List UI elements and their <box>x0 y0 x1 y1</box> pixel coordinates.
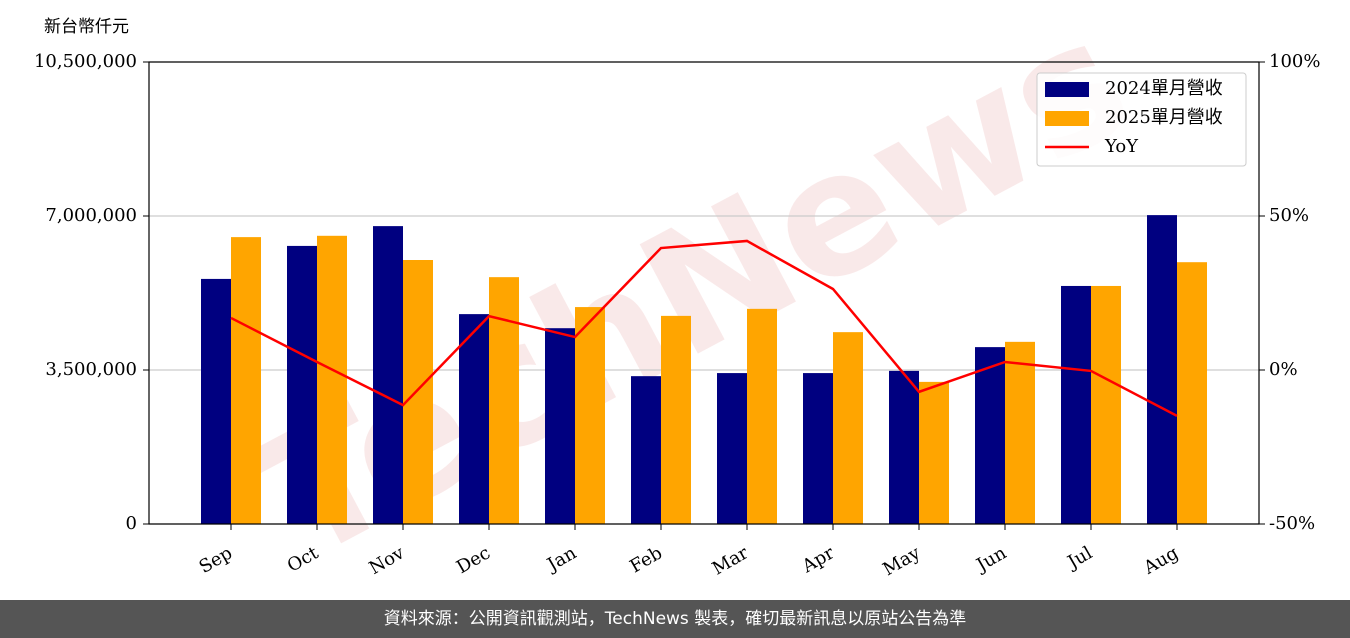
plot-frame <box>148 61 1260 525</box>
bar <box>231 237 261 524</box>
x-tick-label: Jun <box>971 542 1010 577</box>
bar <box>833 332 863 524</box>
x-tick-label: Apr <box>798 542 838 577</box>
bar <box>317 235 347 525</box>
x-tick-label: Feb <box>626 542 666 577</box>
footer: 資料來源：公開資訊觀測站，TechNews 製表，確切最新訊息以原站公告為準 <box>0 600 1350 638</box>
bar <box>459 314 489 524</box>
x-tick-label: Jan <box>542 542 580 576</box>
bar <box>747 308 777 524</box>
bar <box>975 347 1005 524</box>
x-tick-label: Sep <box>196 542 236 577</box>
y2-tick-label: 0% <box>1269 359 1298 380</box>
bar <box>545 328 575 524</box>
legend-label: 2024單月營收 <box>1105 78 1223 99</box>
bar <box>717 373 747 524</box>
bar <box>1147 215 1177 524</box>
bar <box>575 307 605 524</box>
bar <box>1061 285 1091 524</box>
y2-tick-label: 100% <box>1269 51 1320 72</box>
bar <box>373 226 403 524</box>
yoy-line <box>230 239 1178 417</box>
x-tick-label: Dec <box>453 542 494 578</box>
legend-box <box>1036 72 1247 167</box>
y-tick-label: 10,500,000 <box>34 51 137 72</box>
y-tick-label: 7,000,000 <box>45 205 137 226</box>
x-tick-label: Jul <box>1062 542 1096 574</box>
bar <box>919 381 949 524</box>
y-axis-label: 新台幣仟元 <box>44 17 129 37</box>
bar <box>803 373 833 524</box>
bar <box>1005 341 1035 524</box>
bar <box>889 370 919 524</box>
bar <box>661 315 691 524</box>
y-tick-label: 0 <box>126 513 137 534</box>
x-tick-label: May <box>879 542 924 580</box>
bar <box>631 376 661 524</box>
bar <box>287 245 317 525</box>
legend-label: YoY <box>1104 136 1139 157</box>
legend-label: 2025單月營收 <box>1105 107 1223 128</box>
bar <box>1091 285 1121 524</box>
x-tick-label: Aug <box>1139 542 1182 579</box>
y2-tick-label: 50% <box>1269 205 1309 226</box>
y2-tick-label: -50% <box>1269 513 1315 534</box>
x-tick-label: Mar <box>709 542 753 579</box>
bar <box>489 277 519 524</box>
y-tick-label: 3,500,000 <box>45 359 137 380</box>
legend-swatch <box>1045 82 1089 97</box>
chart: 新台幣仟元 TechNews 03,500,0007,000,00010,500… <box>34 0 1321 599</box>
legend-swatch <box>1045 111 1089 126</box>
bar <box>403 260 433 524</box>
bar <box>201 278 231 524</box>
bar <box>1177 262 1207 524</box>
